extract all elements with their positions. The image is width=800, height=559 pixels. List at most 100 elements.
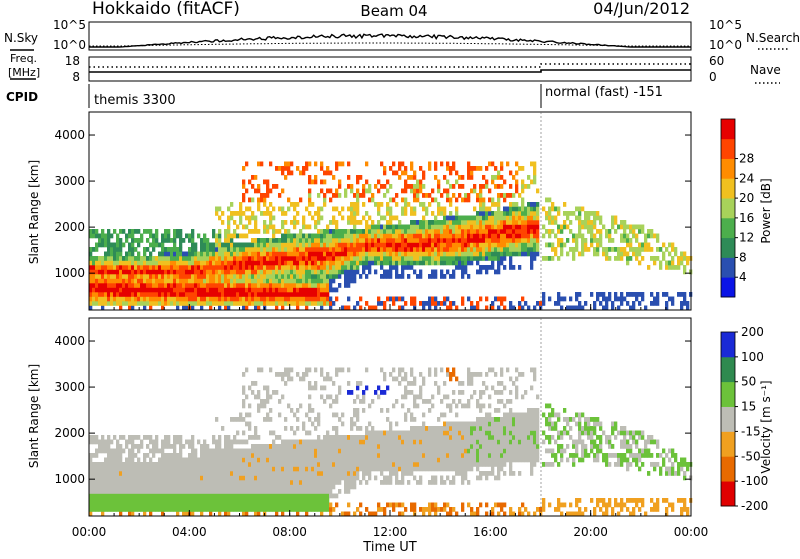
power-cell	[404, 225, 407, 230]
power-cell	[437, 234, 440, 239]
velocity-cell	[257, 485, 260, 490]
power-cell	[569, 297, 572, 302]
power-cell	[308, 175, 311, 180]
velocity-cell	[338, 449, 341, 454]
velocity-cell	[281, 507, 284, 512]
power-cell	[281, 238, 284, 243]
power-cell	[338, 234, 341, 239]
power-cell	[308, 265, 311, 270]
power-cell	[494, 220, 497, 225]
velocity-cell	[350, 440, 353, 445]
power-cell	[578, 220, 581, 225]
velocity-cell	[272, 471, 275, 476]
power-cell	[428, 234, 431, 239]
power-cell	[362, 243, 365, 248]
power-cell	[482, 265, 485, 270]
power-cell	[392, 162, 395, 167]
power-cell	[302, 270, 305, 275]
velocity-cell	[137, 444, 140, 449]
power-cell	[446, 216, 449, 221]
power-cell	[170, 283, 173, 288]
power-cell	[239, 252, 242, 257]
power-cell	[275, 229, 278, 234]
power-cell	[194, 252, 197, 257]
velocity-cell	[278, 453, 281, 458]
power-cell	[323, 270, 326, 275]
power-cell	[434, 229, 437, 234]
power-cell	[188, 274, 191, 279]
power-cell	[401, 261, 404, 266]
power-cell	[152, 238, 155, 243]
power-cell	[245, 270, 248, 275]
power-cell	[137, 238, 140, 243]
power-cell	[125, 234, 128, 239]
power-cell	[104, 234, 107, 239]
power-cell	[131, 301, 134, 306]
power-cell	[500, 216, 503, 221]
power-cell	[152, 247, 155, 252]
power-cell	[356, 243, 359, 248]
power-cell	[680, 292, 683, 297]
velocity-cell	[131, 449, 134, 454]
power-cell	[506, 193, 509, 198]
power-cell	[326, 171, 329, 176]
velocity-cell	[155, 480, 158, 485]
velocity-cell	[380, 462, 383, 467]
power-cell	[236, 288, 239, 293]
power-cell	[254, 216, 257, 221]
power-cell	[275, 166, 278, 171]
velocity-cell	[275, 467, 278, 472]
velocity-cell	[287, 489, 290, 494]
power-cell	[335, 265, 338, 270]
power-cell	[104, 301, 107, 306]
velocity-cell	[215, 498, 218, 503]
power-cell	[371, 198, 374, 203]
power-cell	[284, 247, 287, 252]
power-cell	[269, 225, 272, 230]
power-cell	[278, 229, 281, 234]
power-cell	[326, 292, 329, 297]
nave-label: Nave	[750, 63, 781, 77]
power-cell	[362, 189, 365, 194]
velocity-cell	[251, 435, 254, 440]
velocity-cell	[320, 449, 323, 454]
velocity-cell	[227, 467, 230, 472]
velocity-cell	[110, 453, 113, 458]
power-cell	[608, 234, 611, 239]
power-cell	[137, 270, 140, 275]
velocity-cell	[152, 471, 155, 476]
power-cell	[98, 297, 101, 302]
power-cell	[215, 297, 218, 302]
velocity-cell	[326, 467, 329, 472]
velocity-cell	[308, 395, 311, 400]
power-cell	[206, 256, 209, 261]
velocity-cell	[194, 494, 197, 499]
velocity-cell	[182, 462, 185, 467]
power-cell	[323, 180, 326, 185]
velocity-cell	[206, 485, 209, 490]
power-cell	[491, 198, 494, 203]
power-cell	[101, 234, 104, 239]
power-cell	[509, 261, 512, 266]
power-cell	[347, 207, 350, 212]
power-cell	[128, 274, 131, 279]
velocity-cell	[257, 471, 260, 476]
power-cell	[614, 247, 617, 252]
velocity-cell	[284, 476, 287, 481]
power-cell	[413, 234, 416, 239]
power-cell	[440, 270, 443, 275]
power-cell	[425, 193, 428, 198]
power-cell	[320, 270, 323, 275]
velocity-cell	[404, 453, 407, 458]
velocity-cell	[290, 458, 293, 463]
power-cell	[602, 247, 605, 252]
power-cell	[530, 238, 533, 243]
power-cell	[203, 247, 206, 252]
velocity-cell	[167, 476, 170, 481]
velocity-cell	[209, 498, 212, 503]
velocity-cell	[323, 485, 326, 490]
velocity-cell	[314, 453, 317, 458]
velocity-cell	[224, 458, 227, 463]
velocity-cell	[329, 467, 332, 472]
power-cell	[185, 261, 188, 266]
